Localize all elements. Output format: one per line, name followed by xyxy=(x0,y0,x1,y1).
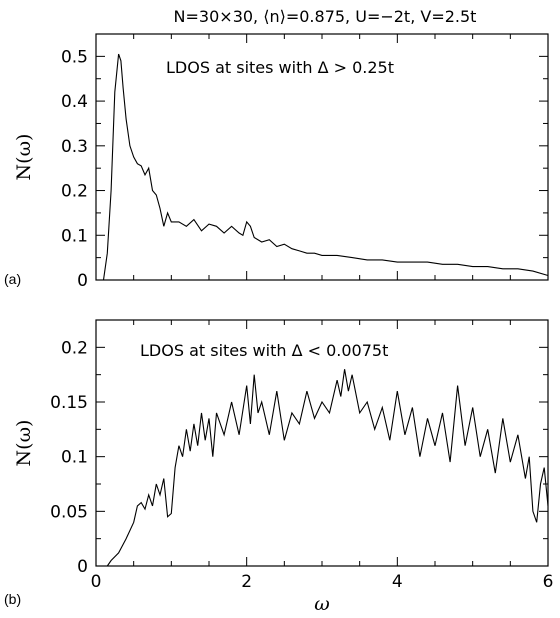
y-tick-label: 0.1 xyxy=(61,448,88,468)
panel-b-series-line xyxy=(106,369,549,567)
y-tick-label: 0.2 xyxy=(61,182,88,202)
x-tick-label: 4 xyxy=(392,572,403,592)
x-tick-label: 0 xyxy=(91,572,102,592)
panel-b-xlabel: ω xyxy=(314,593,330,615)
panel-b-ylabel: N(ω) xyxy=(13,420,35,467)
y-tick-label: 0 xyxy=(77,271,88,291)
panel-a: (a) N(ω) LDOS at sites with Δ > 0.25t 00… xyxy=(4,33,549,291)
panel-a-series-line xyxy=(102,53,549,281)
panel-b: (b) N(ω) LDOS at sites with Δ < 0.0075t … xyxy=(4,319,554,615)
x-tick-label: 2 xyxy=(241,572,252,592)
y-tick-label: 0.05 xyxy=(50,502,88,522)
y-tick-label: 0 xyxy=(77,557,88,577)
panel-b-annotation: LDOS at sites with Δ < 0.0075t xyxy=(140,341,388,360)
y-tick-label: 0.4 xyxy=(61,92,88,112)
y-tick-label: 0.2 xyxy=(61,338,88,358)
y-tick-label: 0.5 xyxy=(61,47,88,67)
panel-b-axes: 0 2 4 6 0 0.05 0.1 0.15 0.2 xyxy=(50,319,554,592)
figure-title: N=30×30, ⟨n⟩=0.875, U=−2t, V=2.5t xyxy=(174,7,477,26)
y-tick-label: 0.15 xyxy=(50,393,88,413)
x-tick-label: 6 xyxy=(543,572,554,592)
panel-b-label: (b) xyxy=(4,591,21,607)
panel-a-label: (a) xyxy=(4,271,21,287)
y-tick-label: 0.3 xyxy=(61,137,88,157)
panel-a-annotation: LDOS at sites with Δ > 0.25t xyxy=(166,58,394,77)
panel-a-axes: 0 0.1 0.2 0.3 0.4 0.5 xyxy=(61,33,549,291)
panel-a-ylabel: N(ω) xyxy=(13,134,35,181)
y-tick-label: 0.1 xyxy=(61,226,88,246)
